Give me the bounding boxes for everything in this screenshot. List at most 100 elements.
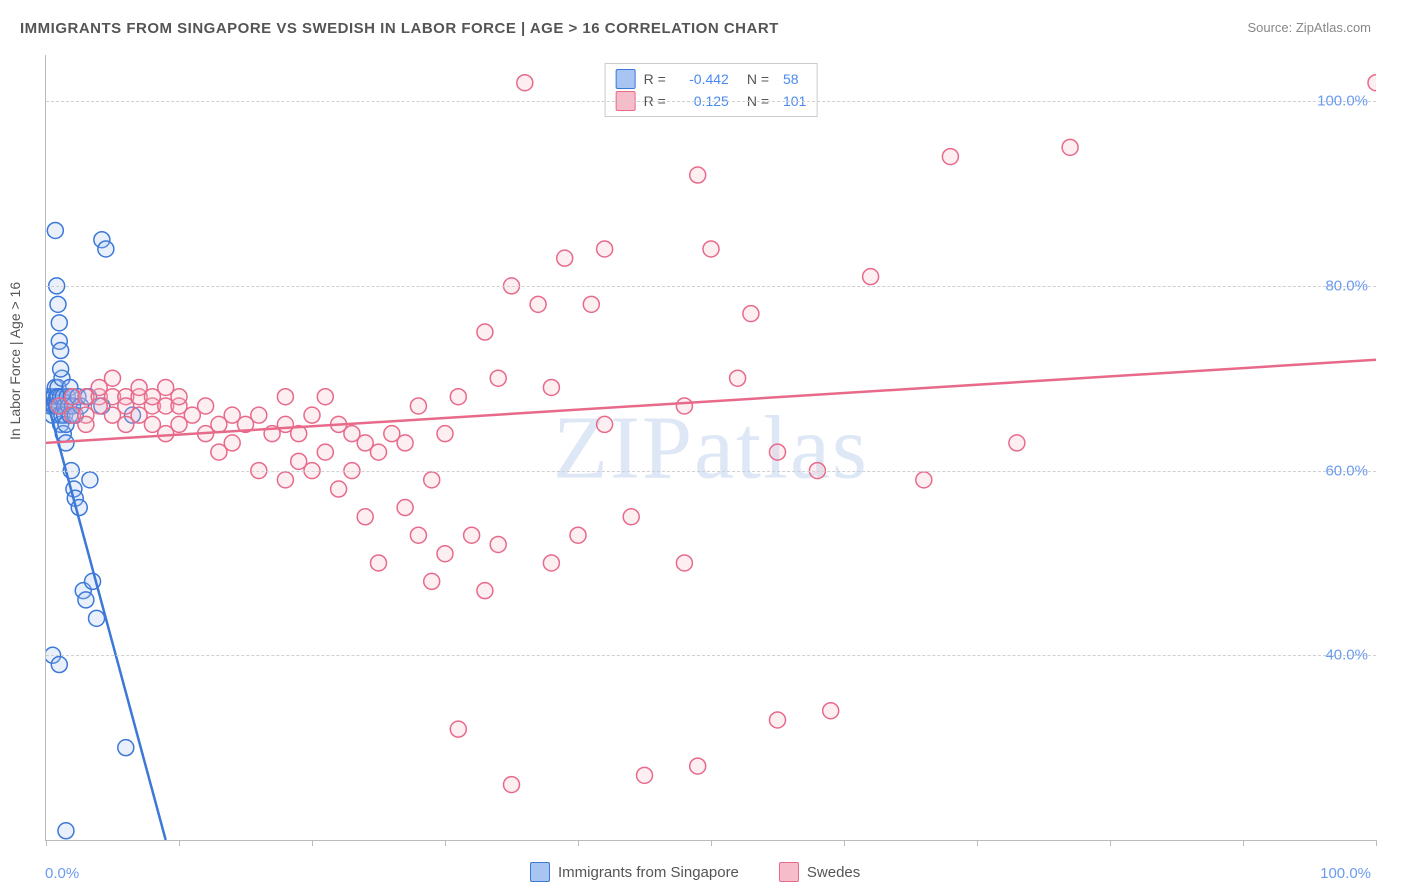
plot-area: ZIPatlas R =-0.442N =58R =0.125N =101 40… <box>45 55 1376 841</box>
trend-line <box>46 397 166 840</box>
scatter-point <box>450 389 466 405</box>
scatter-point <box>397 435 413 451</box>
scatter-point <box>597 416 613 432</box>
scatter-point <box>464 527 480 543</box>
gridline <box>46 286 1376 287</box>
trend-line <box>46 360 1376 443</box>
x-tick <box>1243 840 1244 846</box>
scatter-point <box>317 389 333 405</box>
n-label: N = <box>747 68 769 90</box>
scatter-point <box>730 370 746 386</box>
scatter-point <box>583 296 599 312</box>
scatter-point <box>410 527 426 543</box>
legend-swatch <box>616 69 636 89</box>
scatter-point <box>424 472 440 488</box>
scatter-point <box>105 370 121 386</box>
scatter-point <box>397 500 413 516</box>
x-tick <box>179 840 180 846</box>
scatter-point <box>916 472 932 488</box>
scatter-point <box>410 398 426 414</box>
scatter-point <box>823 703 839 719</box>
scatter-point <box>770 444 786 460</box>
y-tick-label: 40.0% <box>1325 647 1368 664</box>
scatter-point <box>50 296 66 312</box>
chart-container: IMMIGRANTS FROM SINGAPORE VS SWEDISH IN … <box>0 0 1406 892</box>
scatter-point <box>676 398 692 414</box>
scatter-point <box>98 241 114 257</box>
scatter-point <box>118 740 134 756</box>
scatter-point <box>676 555 692 571</box>
scatter-point <box>942 149 958 165</box>
gridline <box>46 101 1376 102</box>
legend-swatch <box>779 862 799 882</box>
scatter-point <box>424 573 440 589</box>
scatter-point <box>530 296 546 312</box>
scatter-point <box>198 398 214 414</box>
scatter-point <box>58 823 74 839</box>
y-tick-label: 80.0% <box>1325 277 1368 294</box>
gridline <box>46 471 1376 472</box>
scatter-point <box>224 435 240 451</box>
scatter-point <box>437 426 453 442</box>
scatter-point <box>78 416 94 432</box>
scatter-point <box>251 407 267 423</box>
scatter-svg <box>46 55 1376 840</box>
x-tick <box>578 840 579 846</box>
x-axis-label-max: 100.0% <box>1320 865 1371 882</box>
x-tick <box>844 840 845 846</box>
scatter-point <box>477 324 493 340</box>
x-tick <box>46 840 47 846</box>
x-tick <box>711 840 712 846</box>
scatter-point <box>171 389 187 405</box>
scatter-point <box>690 758 706 774</box>
legend-correlation: R =-0.442N =58R =0.125N =101 <box>605 63 818 117</box>
source-label: Source: ZipAtlas.com <box>1247 20 1371 35</box>
scatter-point <box>51 657 67 673</box>
scatter-point <box>82 472 98 488</box>
r-value: -0.442 <box>674 68 729 90</box>
scatter-point <box>47 222 63 238</box>
n-value: 58 <box>783 68 799 90</box>
legend-item: Immigrants from Singapore <box>530 862 739 882</box>
scatter-point <box>703 241 719 257</box>
x-tick <box>445 840 446 846</box>
scatter-point <box>504 777 520 793</box>
scatter-point <box>357 509 373 525</box>
scatter-point <box>543 379 559 395</box>
scatter-point <box>863 269 879 285</box>
scatter-point <box>770 712 786 728</box>
scatter-point <box>543 555 559 571</box>
legend-label: Swedes <box>807 864 860 881</box>
scatter-point <box>437 546 453 562</box>
scatter-point <box>53 361 69 377</box>
scatter-point <box>277 389 293 405</box>
scatter-point <box>277 472 293 488</box>
scatter-point <box>371 555 387 571</box>
scatter-point <box>1062 139 1078 155</box>
legend-item: Swedes <box>779 862 860 882</box>
r-label: R = <box>644 68 666 90</box>
scatter-point <box>477 583 493 599</box>
scatter-point <box>304 407 320 423</box>
x-axis-label-min: 0.0% <box>45 865 79 882</box>
scatter-point <box>637 767 653 783</box>
legend-row: R = -0.442 N = 58 <box>616 68 807 90</box>
scatter-point <box>331 481 347 497</box>
y-tick-label: 60.0% <box>1325 462 1368 479</box>
scatter-point <box>490 536 506 552</box>
scatter-point <box>450 721 466 737</box>
scatter-point <box>623 509 639 525</box>
scatter-point <box>570 527 586 543</box>
scatter-point <box>89 610 105 626</box>
scatter-point <box>1368 75 1376 91</box>
y-axis-title: In Labor Force | Age > 16 <box>7 282 23 440</box>
scatter-point <box>490 370 506 386</box>
scatter-point <box>53 343 69 359</box>
x-tick <box>1376 840 1377 846</box>
scatter-point <box>517 75 533 91</box>
scatter-point <box>78 592 94 608</box>
legend-series: Immigrants from Singapore Swedes <box>530 862 860 882</box>
chart-title: IMMIGRANTS FROM SINGAPORE VS SWEDISH IN … <box>20 20 779 37</box>
x-tick <box>977 840 978 846</box>
scatter-point <box>690 167 706 183</box>
